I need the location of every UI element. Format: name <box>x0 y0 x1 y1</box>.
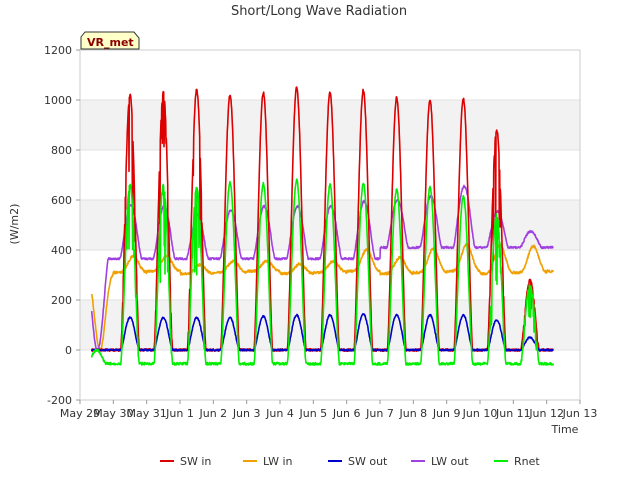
series-layer <box>90 86 555 366</box>
legend-label: Rnet <box>514 455 540 468</box>
y-axis-label: (W/m2) <box>8 204 21 245</box>
chart-title: Short/Long Wave Radiation <box>231 4 407 19</box>
station-badge: VR_met <box>80 31 140 50</box>
y-tick-label: 400 <box>51 244 72 257</box>
y-tick-label: -200 <box>47 394 72 407</box>
legend-item: Rnet <box>494 455 540 468</box>
x-tick-label: Jun 9 <box>432 407 461 420</box>
y-tick-label: 1200 <box>44 44 72 57</box>
x-tick-label: Jun 10 <box>462 407 498 420</box>
legend-label: SW in <box>180 455 211 468</box>
y-tick-label: 800 <box>51 144 72 157</box>
x-tick-label: Jun 3 <box>232 407 261 420</box>
x-tick-label: Jun 5 <box>298 407 327 420</box>
x-tick-label: Jun 11 <box>495 407 531 420</box>
legend-item: LW out <box>411 455 469 468</box>
legend-label: SW out <box>348 455 388 468</box>
series-line-rnet <box>90 178 555 366</box>
x-tick-label: Jun 2 <box>198 407 227 420</box>
plot-band <box>80 300 580 350</box>
x-tick-label: May 29 <box>60 407 100 420</box>
y-tick-label: 200 <box>51 294 72 307</box>
legend: SW in LW in SW out LW out Rnet <box>160 455 540 468</box>
x-tick-label: Jun 13 <box>562 407 598 420</box>
x-axis-label: Time <box>551 423 579 436</box>
x-tick-label: Jun 1 <box>165 407 194 420</box>
x-tick-label: Jun 7 <box>365 407 394 420</box>
x-tick-label: May 30 <box>93 407 133 420</box>
legend-item: SW in <box>160 455 211 468</box>
x-tick-label: Jun 6 <box>332 407 361 420</box>
y-tick-label: 0 <box>65 344 72 357</box>
legend-label: LW in <box>263 455 293 468</box>
legend-item: LW in <box>243 455 293 468</box>
series-line-sw-in <box>90 86 555 353</box>
y-tick-label: 600 <box>51 194 72 207</box>
badge-shape <box>80 31 140 50</box>
x-tick-label: Jun 12 <box>528 407 564 420</box>
plot-band <box>80 100 580 150</box>
legend-label: LW out <box>431 455 469 468</box>
y-tick-label: 1000 <box>44 94 72 107</box>
badge-label: VR_met <box>87 36 134 49</box>
x-tick-label: Jun 4 <box>265 407 294 420</box>
x-tick-label: May 31 <box>127 407 167 420</box>
legend-item: SW out <box>328 455 388 468</box>
x-tick-label: Jun 8 <box>398 407 427 420</box>
